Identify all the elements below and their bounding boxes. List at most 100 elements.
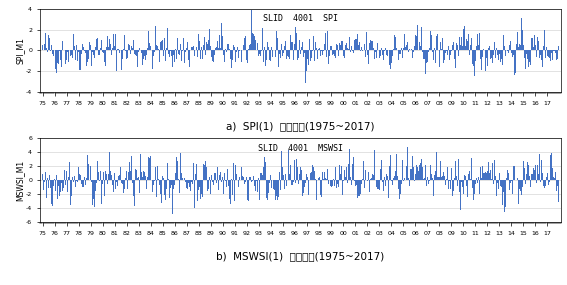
Y-axis label: MSWSI_M1: MSWSI_M1 [15,160,24,201]
Bar [483,173,484,180]
Bar [495,50,496,58]
Bar [324,33,325,50]
Bar [502,50,503,65]
Bar [124,35,125,50]
Bar [502,180,503,205]
Bar [408,50,409,52]
Bar [217,41,218,50]
Bar [123,180,124,193]
Bar [529,176,530,180]
Bar [198,180,200,190]
Bar [350,180,352,185]
Bar [344,170,345,180]
Bar [289,150,290,180]
Bar [513,166,514,180]
Bar [145,176,146,180]
Bar [374,150,375,180]
Bar [314,172,315,180]
Bar [311,50,312,51]
Bar [236,174,238,180]
Bar [447,50,448,55]
Bar [71,180,72,196]
Bar [111,175,112,180]
Bar [481,178,482,180]
Bar [187,180,188,189]
Bar [428,50,429,52]
Bar [531,174,532,180]
Bar [546,177,547,180]
Bar [494,160,495,180]
Bar [332,180,333,186]
Bar [444,50,445,60]
Bar [386,174,387,180]
Bar [400,180,401,194]
Bar [306,174,307,180]
Bar [266,180,268,198]
Bar [113,34,115,50]
Bar [160,180,162,194]
Bar [298,174,299,180]
Bar [399,50,400,54]
Bar [238,47,239,50]
Bar [312,36,314,50]
Bar [503,180,505,212]
Bar [295,159,297,180]
Bar [272,47,273,50]
Bar [435,152,437,180]
Bar [183,38,184,50]
Bar [540,50,541,55]
Bar [278,180,280,197]
Bar [555,50,556,53]
Bar [156,45,157,50]
Bar [321,172,323,180]
Bar [411,170,412,180]
Bar [227,44,229,50]
Bar [261,173,263,180]
Bar [112,180,113,185]
Bar [356,39,357,50]
Bar [121,180,122,183]
Bar [413,50,414,52]
Bar [348,164,349,180]
Bar [401,160,403,180]
Bar [420,46,421,50]
Bar [380,160,382,180]
Bar [266,50,268,60]
Bar [497,50,498,55]
Bar [281,44,282,50]
Bar [76,45,77,50]
Bar [142,177,143,180]
Bar [42,174,43,180]
Bar [467,180,468,197]
Bar [363,44,365,50]
Bar [184,178,185,180]
Bar [459,180,460,192]
Bar [510,41,511,50]
Bar [367,172,369,180]
Bar [500,50,501,62]
Bar [77,180,78,182]
Bar [282,50,284,56]
Bar [185,180,187,182]
Bar [443,172,444,180]
Bar [162,40,163,50]
Bar [525,50,526,69]
Bar [86,50,87,66]
Bar [209,177,210,180]
Bar [138,176,139,180]
Bar [393,35,395,50]
Bar [81,180,82,184]
Bar [522,180,523,187]
Bar [460,180,461,210]
Bar [471,38,472,50]
Bar [524,168,525,180]
Bar [58,50,59,64]
Bar [125,50,126,51]
Bar [316,50,318,60]
Bar [329,180,331,186]
Bar [348,49,349,50]
Bar [476,46,477,50]
Bar [192,47,193,50]
Bar [518,180,519,204]
Bar [395,171,396,180]
